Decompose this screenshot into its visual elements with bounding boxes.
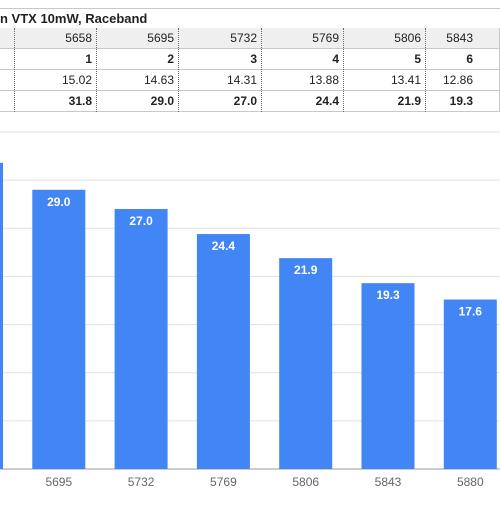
bar-data-label: 27.0 <box>129 214 153 228</box>
sheet-cell[interactable]: 19.3 <box>449 94 473 108</box>
sheet-cell[interactable]: 24.4 <box>315 94 339 108</box>
x-tick-label: 5806 <box>292 475 319 489</box>
x-tick-label: 5769 <box>210 475 237 489</box>
sheet-cell[interactable]: 5658 <box>65 31 92 45</box>
x-tick-label: 5880 <box>457 475 484 489</box>
sheet-cell[interactable]: 29.0 <box>150 94 174 108</box>
bar-data-label: 17.6 <box>459 305 483 319</box>
chart-data-labels: 29.0 27.0 24.4 21.9 19.3 17.6 <box>47 195 482 319</box>
bar-5658[interactable] <box>0 162 3 469</box>
bar-5769[interactable] <box>196 234 250 469</box>
x-tick-label: 5843 <box>375 475 402 489</box>
bar-5880[interactable] <box>443 299 497 469</box>
sheet-row-value: 31.8 29.0 27.0 24.4 21.9 19.3 <box>0 91 500 111</box>
bar-data-label: 19.3 <box>376 288 400 302</box>
sheet-column-divider <box>425 28 426 112</box>
x-tick-label: 5695 <box>45 475 72 489</box>
sheet-column-divider <box>14 28 15 112</box>
sheet-cell[interactable]: 31.8 <box>68 94 92 108</box>
sheet-row-divider <box>0 90 500 91</box>
sheet-row-divider <box>0 48 500 49</box>
sheet-cell[interactable]: 5806 <box>394 31 421 45</box>
bar-5843[interactable] <box>361 283 415 469</box>
sheet-cell[interactable]: 2 <box>167 52 174 66</box>
sheet-title-row: n VTX 10mW, Raceband <box>0 8 500 29</box>
sheet-row-reading: 15.02 14.63 14.31 13.88 13.41 12.86 <box>0 70 500 90</box>
bar-5732[interactable] <box>114 209 168 469</box>
sheet-row-channel: 1 2 3 4 5 6 <box>0 49 500 69</box>
bar-5695[interactable] <box>32 189 86 469</box>
sheet-cell[interactable]: 15.02 <box>61 73 92 87</box>
sheet-cell[interactable]: 5732 <box>230 31 257 45</box>
sheet-cell[interactable]: 3 <box>250 52 257 66</box>
sheet-cell[interactable]: 21.9 <box>397 94 421 108</box>
bar-chart: 29.0 27.0 24.4 21.9 19.3 17.6 5695 5732 5769 580… <box>0 131 500 489</box>
sheet-cell[interactable]: 6 <box>466 52 473 66</box>
chart-bars <box>0 162 497 469</box>
sheet-column-divider <box>178 28 179 112</box>
sheet-row-divider <box>0 69 500 70</box>
sheet-cell[interactable]: 12.86 <box>442 73 473 87</box>
sheet-cell[interactable]: 14.63 <box>143 73 174 87</box>
sheet-cell[interactable]: 5695 <box>147 31 174 45</box>
bar-5806[interactable] <box>279 258 333 469</box>
sheet-title[interactable]: n VTX 10mW, Raceband <box>0 11 148 26</box>
sheet-cell[interactable]: 27.0 <box>233 94 257 108</box>
bar-data-label: 21.9 <box>294 263 318 277</box>
sheet-cell[interactable]: 4 <box>332 52 339 66</box>
sheet-cell[interactable]: 1 <box>85 52 92 66</box>
x-tick-label: 5732 <box>128 475 155 489</box>
sheet-cell[interactable]: 14.31 <box>226 73 257 87</box>
chart-x-axis-ticks: 5695 5732 5769 5806 5843 5880 <box>45 475 484 489</box>
sheet-row-frequency: 5658 5695 5732 5769 5806 5843 <box>0 28 500 48</box>
sheet-cell[interactable]: 5769 <box>312 31 339 45</box>
bar-data-label: 29.0 <box>47 195 71 209</box>
sheet-cell[interactable]: 13.41 <box>390 73 421 87</box>
sheet-row-divider <box>0 111 500 112</box>
sheet-column-divider <box>261 28 262 112</box>
sheet-column-divider <box>343 28 344 112</box>
sheet-cell[interactable]: 13.88 <box>308 73 339 87</box>
sheet-column-divider <box>96 28 97 112</box>
sheet-cell[interactable]: 5843 <box>446 31 473 45</box>
spreadsheet: n VTX 10mW, Raceband 5658 5695 5732 5769 580… <box>0 0 500 112</box>
sheet-cell[interactable]: 5 <box>414 52 421 66</box>
bar-data-label: 24.4 <box>212 239 236 253</box>
